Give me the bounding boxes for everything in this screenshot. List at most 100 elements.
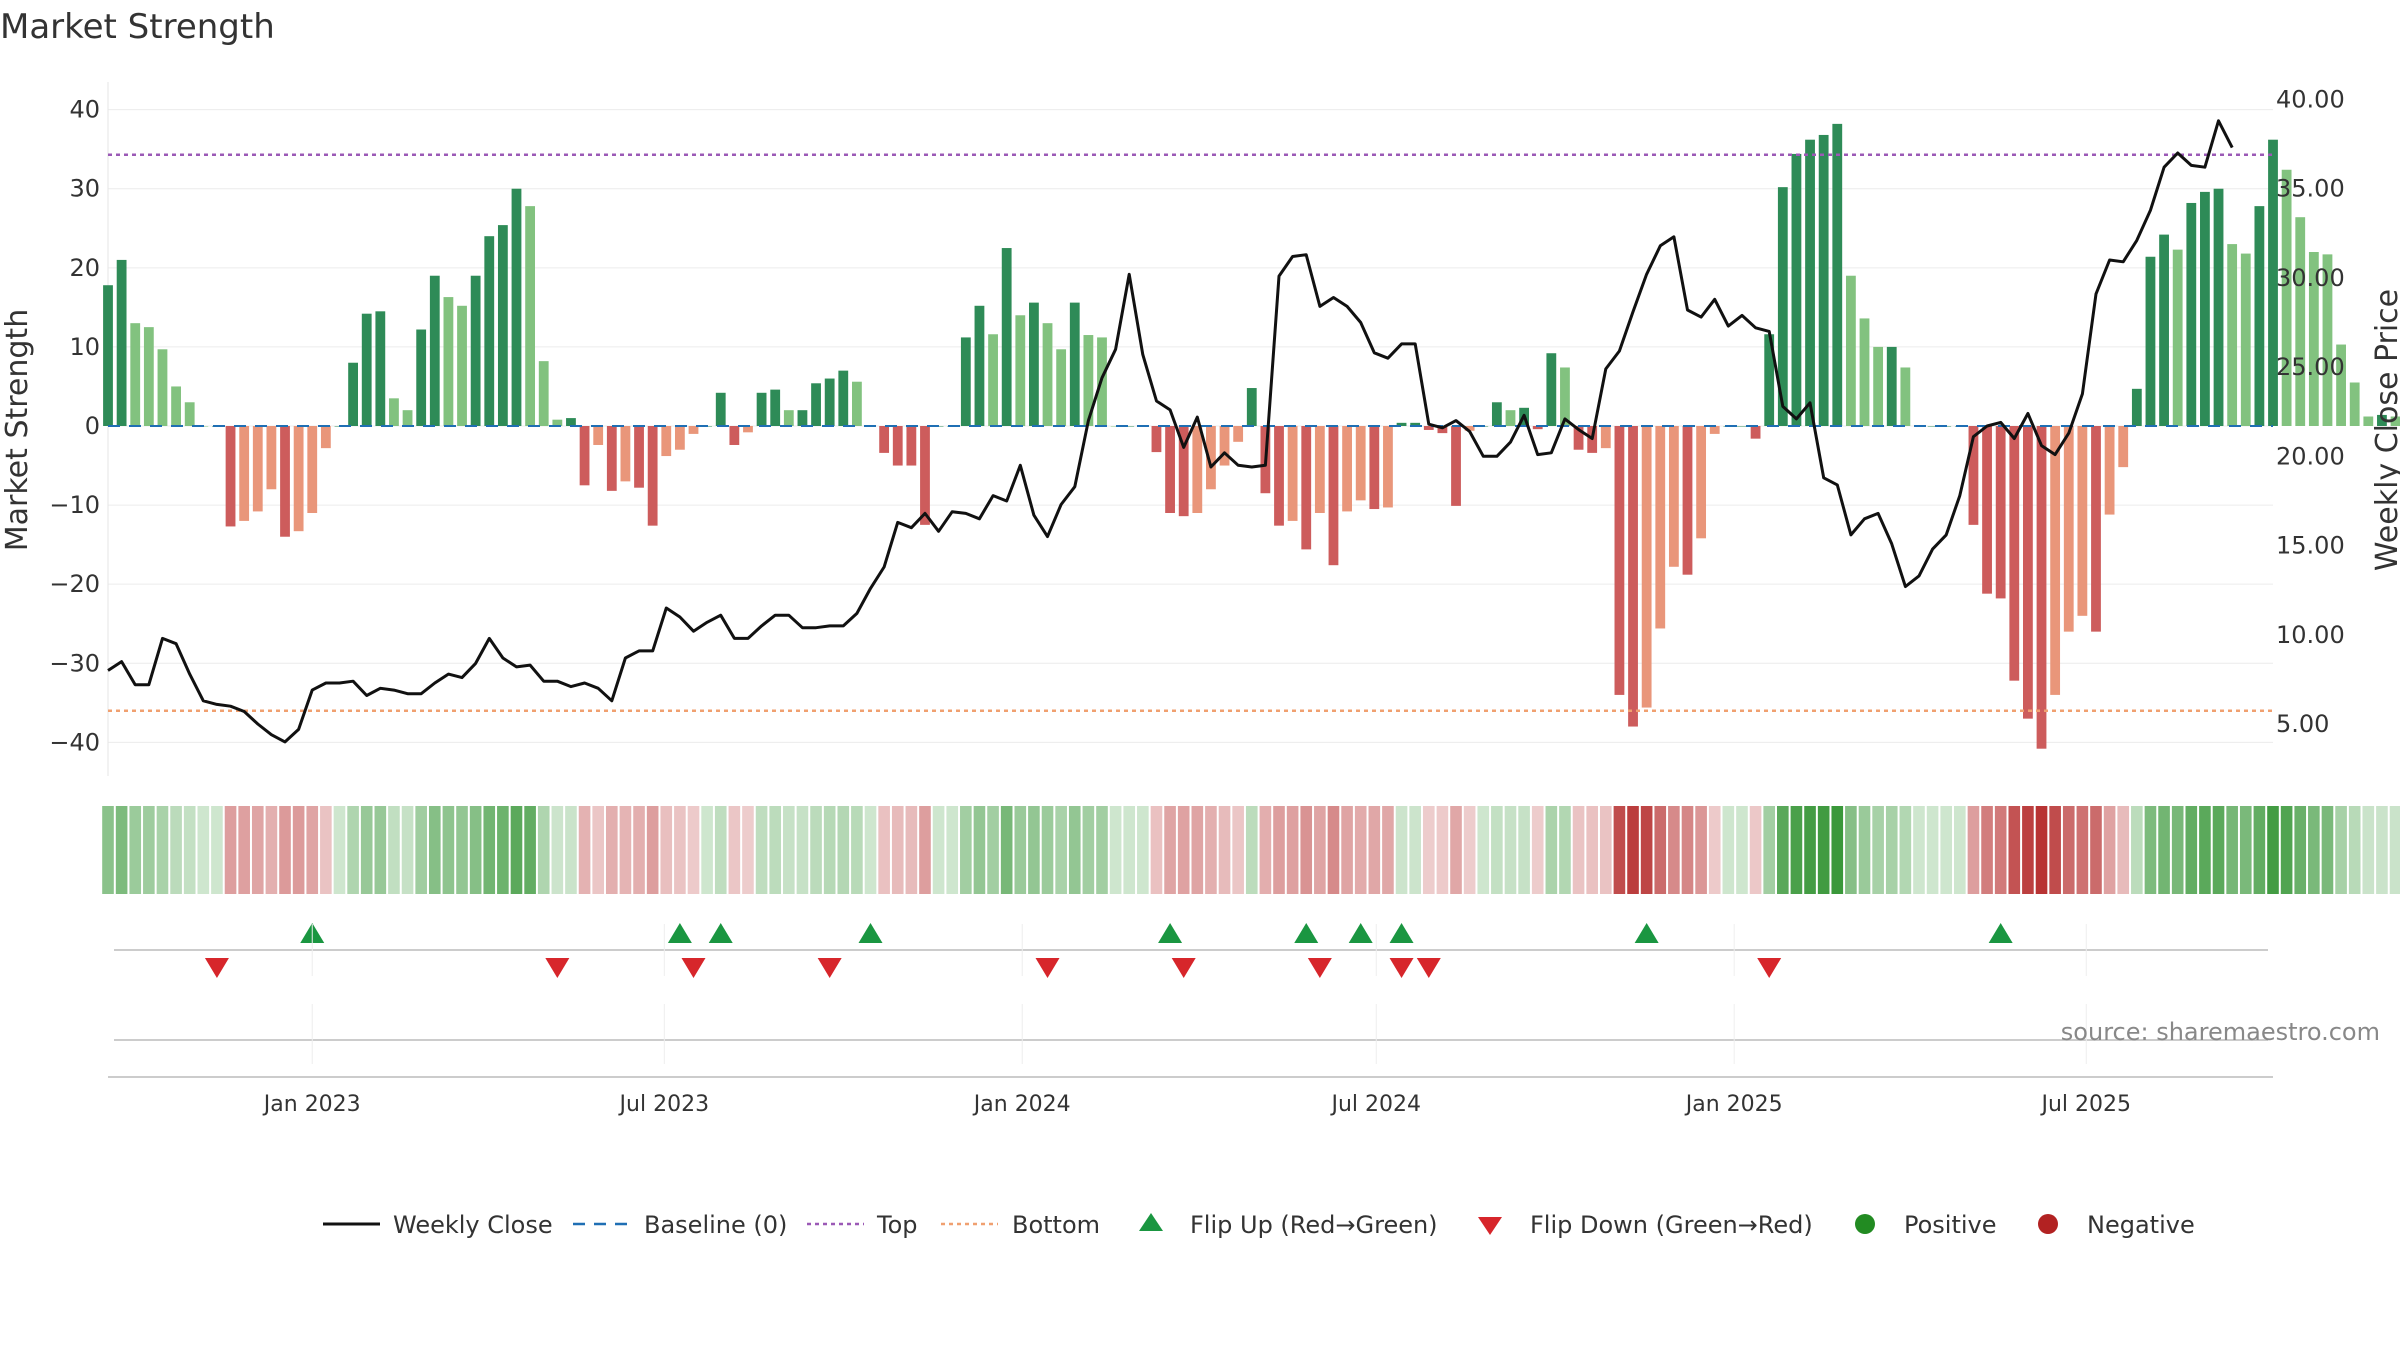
heat-cell <box>2308 806 2320 894</box>
strength-bar <box>688 426 699 434</box>
strength-bar <box>184 402 195 426</box>
heat-cell <box>2158 806 2170 894</box>
legend-flip-down-icon <box>1478 1217 1502 1235</box>
heat-cell <box>2185 806 2198 894</box>
heat-cell <box>2199 806 2211 894</box>
legend: Weekly Close Baseline (0) Top Bottom Flip Up… <box>323 1211 2195 1239</box>
strength-bar <box>1900 367 1911 426</box>
heat-cell <box>1382 806 1394 894</box>
heat-cell <box>320 806 332 894</box>
strength-bar <box>1328 426 1339 566</box>
left-tick-label: 30 <box>69 175 100 203</box>
strength-bar <box>552 419 563 426</box>
legend-label: Top <box>876 1211 918 1239</box>
date-tick-label: Jan 2023 <box>262 1092 361 1117</box>
heat-cell <box>1314 806 1326 894</box>
flip-down-marker <box>204 958 229 978</box>
right-tick-label: 25.00 <box>2276 353 2345 381</box>
flip-down-marker <box>545 958 570 978</box>
strength-bar <box>988 334 998 426</box>
strength-bar <box>1219 426 1230 466</box>
heat-cell <box>2035 806 2048 894</box>
heat-cell <box>510 806 523 894</box>
heat-cell <box>1286 806 1299 894</box>
strength-bar <box>1274 426 1284 526</box>
heat-cell <box>1654 806 1667 894</box>
strength-bar <box>906 426 917 466</box>
heat-cell <box>1926 806 1939 894</box>
flip-up-marker <box>1294 923 1319 943</box>
heat-cell <box>633 806 645 894</box>
strength-bar <box>851 381 862 426</box>
heat-cell <box>1164 806 1176 894</box>
flip-down-marker <box>1389 958 1414 978</box>
heat-cell <box>265 806 278 894</box>
heat-cell <box>428 806 441 894</box>
heat-cell <box>1137 806 1149 894</box>
strength-bar <box>2268 139 2278 426</box>
heat-cell <box>1994 806 2007 894</box>
strength-bar <box>634 426 644 488</box>
heat-cell <box>1028 806 1040 894</box>
heat-cell <box>2348 806 2361 894</box>
strength-bar <box>674 426 685 450</box>
heat-cell <box>2335 806 2347 894</box>
left-tick-label: 10 <box>69 333 100 361</box>
heat-cell <box>1259 806 1272 894</box>
heat-cell <box>1014 806 1027 894</box>
strength-bar <box>1423 426 1434 430</box>
strength-bar <box>729 426 740 445</box>
heat-cell <box>102 806 114 894</box>
strength-bar <box>1832 123 1843 426</box>
right-tick-label: 35.00 <box>2276 175 2345 203</box>
strength-bar <box>239 426 250 521</box>
heat-cell <box>1450 806 1462 894</box>
strength-bar <box>1682 426 1693 575</box>
heat-cell <box>796 806 809 894</box>
strength-bar <box>1886 346 1897 426</box>
heat-cell <box>1368 806 1381 894</box>
strength-bar <box>1001 248 1012 426</box>
heat-cell <box>1736 806 1748 894</box>
right-tick-label: 30.00 <box>2276 264 2345 292</box>
strength-bar <box>1560 367 1570 426</box>
strength-bar <box>960 337 971 426</box>
heat-cell <box>2008 806 2021 894</box>
heat-cell <box>1599 806 1612 894</box>
heat-cell <box>1463 806 1476 894</box>
strength-bar <box>2200 191 2210 426</box>
heat-cell <box>701 806 713 894</box>
strength-bar <box>1737 426 1747 427</box>
strength-bar <box>1192 426 1203 513</box>
strength-bar <box>1777 187 1788 426</box>
strength-bar <box>2077 426 2088 616</box>
flip-down-marker <box>1307 958 1332 978</box>
heat-cell <box>115 806 128 894</box>
heat-cell <box>1218 806 1231 894</box>
right-tick-label: 40.00 <box>2276 85 2345 113</box>
heat-cell <box>2117 806 2130 894</box>
heat-cell <box>211 806 223 894</box>
strength-bar <box>2159 234 2169 426</box>
strength-bar <box>1927 426 1938 427</box>
heat-cell <box>1327 806 1340 894</box>
strength-bar <box>606 426 617 491</box>
heat-cell <box>1967 806 1980 894</box>
strength-bar <box>1151 426 1162 453</box>
heat-cell <box>1954 806 1966 894</box>
date-tick-label: Jul 2024 <box>1330 1092 1422 1117</box>
heat-cell <box>1082 806 1095 894</box>
heat-cell <box>1885 806 1898 894</box>
strength-bar <box>661 426 672 457</box>
heat-cell <box>1940 806 1953 894</box>
heat-cell <box>292 806 305 894</box>
legend-label: Baseline (0) <box>644 1211 787 1239</box>
heat-cell <box>1191 806 1204 894</box>
heat-cell <box>401 806 414 894</box>
heat-cell <box>1613 806 1626 894</box>
right-tick-label: 10.00 <box>2276 621 2345 649</box>
left-axis-title: Market Strength <box>0 309 35 551</box>
strength-bar <box>879 426 890 453</box>
strength-bar <box>375 311 386 426</box>
heat-cell <box>960 806 972 894</box>
